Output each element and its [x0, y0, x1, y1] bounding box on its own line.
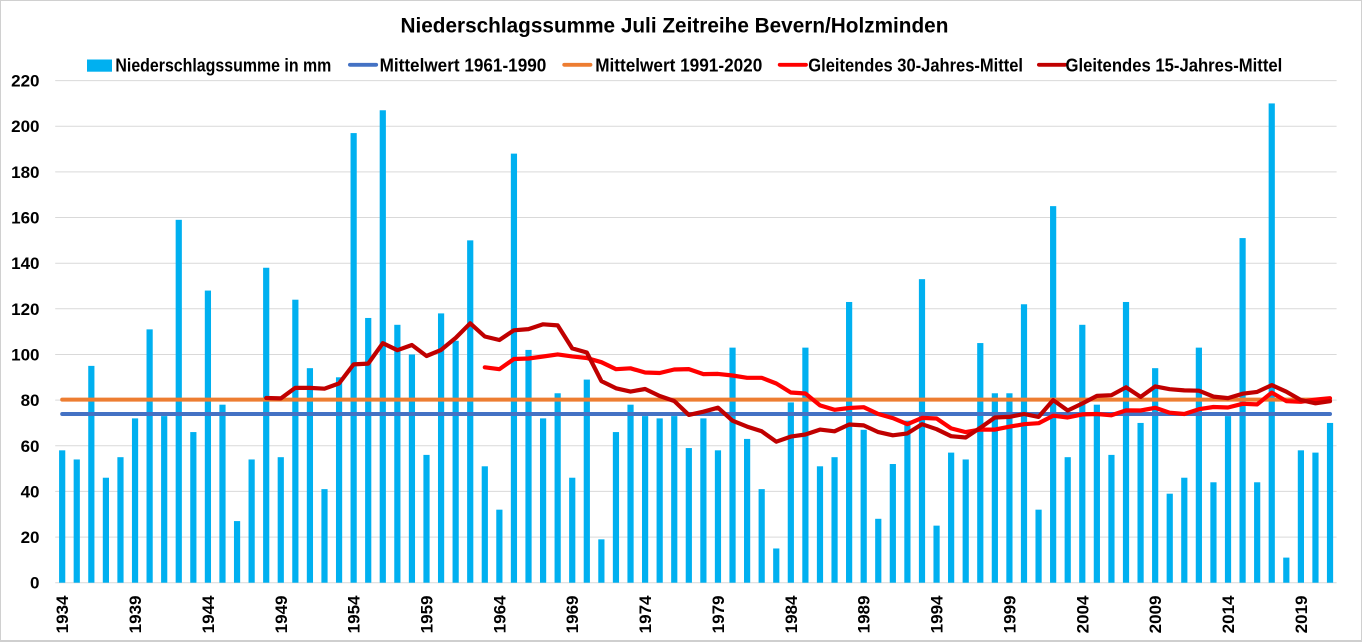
svg-text:1949: 1949 [272, 596, 291, 634]
svg-text:1979: 1979 [709, 596, 728, 634]
svg-text:Mittelwert 1991-2020: Mittelwert 1991-2020 [595, 56, 762, 76]
svg-text:1969: 1969 [563, 596, 582, 634]
svg-text:1964: 1964 [490, 595, 509, 633]
svg-text:1989: 1989 [855, 596, 874, 634]
svg-text:120: 120 [11, 300, 39, 319]
svg-text:1999: 1999 [1000, 596, 1019, 634]
svg-text:1984: 1984 [782, 595, 801, 633]
svg-text:1959: 1959 [418, 596, 437, 634]
svg-text:1934: 1934 [53, 595, 72, 633]
svg-text:180: 180 [11, 163, 39, 182]
svg-text:Gleitendes 30-Jahres-Mittel: Gleitendes 30-Jahres-Mittel [808, 56, 1023, 76]
svg-text:2004: 2004 [1073, 595, 1092, 633]
svg-text:160: 160 [11, 209, 39, 228]
svg-text:2009: 2009 [1146, 596, 1165, 634]
svg-text:100: 100 [11, 346, 39, 365]
svg-text:220: 220 [11, 72, 39, 91]
svg-text:Mittelwert 1961-1990: Mittelwert 1961-1990 [380, 56, 547, 76]
svg-text:2014: 2014 [1219, 595, 1238, 633]
svg-text:1944: 1944 [199, 595, 218, 633]
svg-text:2019: 2019 [1292, 596, 1311, 634]
svg-text:20: 20 [21, 528, 40, 547]
svg-text:1974: 1974 [636, 595, 655, 633]
svg-text:60: 60 [21, 437, 40, 456]
svg-text:40: 40 [21, 482, 40, 501]
svg-text:140: 140 [11, 254, 39, 273]
svg-text:Niederschlagssumme in mm: Niederschlagssumme in mm [115, 56, 331, 76]
svg-text:0: 0 [30, 574, 39, 593]
svg-text:80: 80 [21, 391, 40, 410]
svg-text:Gleitendes 15-Jahres-Mittel: Gleitendes 15-Jahres-Mittel [1066, 56, 1283, 76]
svg-text:Niederschlagssumme Juli Zeitre: Niederschlagssumme Juli Zeitreihe Bevern… [401, 14, 949, 38]
svg-text:200: 200 [11, 117, 39, 136]
svg-text:1994: 1994 [928, 595, 947, 633]
svg-text:1939: 1939 [126, 596, 145, 634]
svg-text:1954: 1954 [345, 595, 364, 633]
